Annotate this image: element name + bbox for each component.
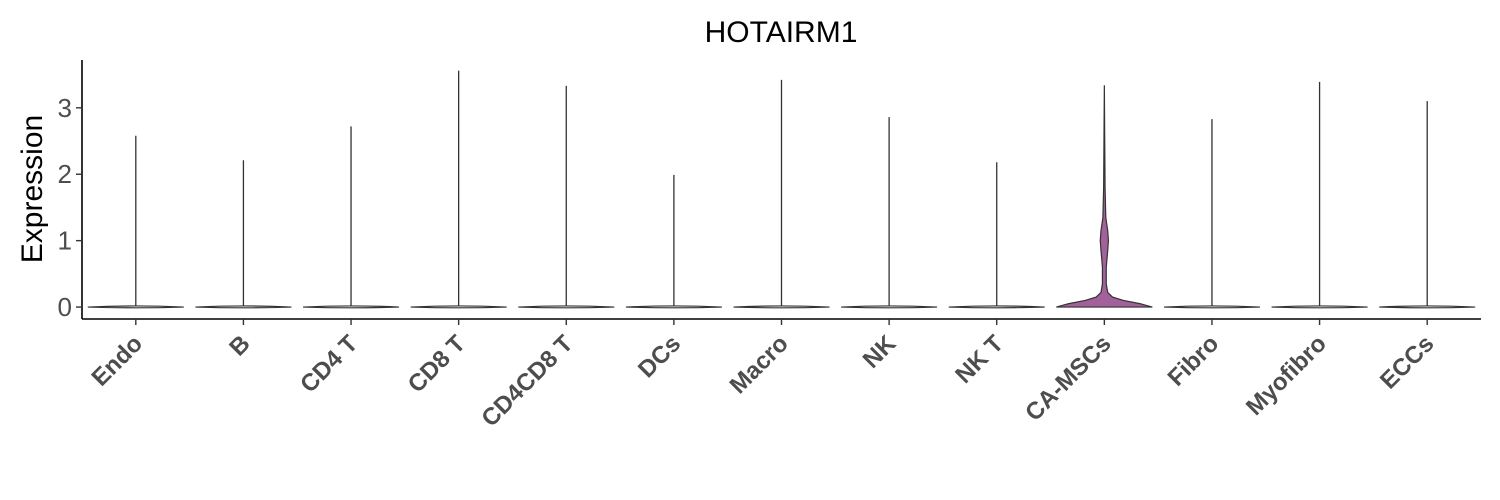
violin-nk xyxy=(841,305,938,309)
violin-dcs xyxy=(625,305,722,309)
x-tick-label-eccs: ECCs xyxy=(1375,330,1439,394)
x-tick-label-nk: NK xyxy=(858,330,902,374)
y-tick-label: 2 xyxy=(58,159,72,189)
x-tick-label-endo: Endo xyxy=(87,330,149,392)
x-tick-label-ca-mscs: CA-MSCs xyxy=(1020,330,1116,426)
violin-cd8-t xyxy=(410,305,507,309)
x-tick-label-nk-t: NK T xyxy=(950,330,1009,389)
y-ticks-group: 0 1 2 3 xyxy=(58,93,82,322)
y-tick-label: 1 xyxy=(58,226,72,256)
violin-eccs xyxy=(1379,305,1476,309)
violins-group xyxy=(87,70,1476,309)
violin-nk-t xyxy=(948,305,1045,309)
x-tick-label-cd4-t: CD4 T xyxy=(295,330,363,398)
x-tick-label-dcs: DCs xyxy=(633,330,686,383)
x-ticks-group: Endo B CD4 T CD8 T CD4CD8 T DCs Macro NK NK T CA-… xyxy=(87,319,1439,432)
x-tick-label-fibro: Fibro xyxy=(1163,330,1225,392)
y-tick-label: 0 xyxy=(58,292,72,322)
violin-endo xyxy=(87,305,184,309)
violin-cd4-t xyxy=(303,305,400,309)
violin-macro xyxy=(733,305,830,309)
x-tick-label-myofibro: Myofibro xyxy=(1241,330,1332,421)
chart-title: HOTAIRM1 xyxy=(705,16,858,49)
violin-fibro xyxy=(1163,305,1260,309)
violin-b xyxy=(195,305,292,309)
y-tick-label: 3 xyxy=(58,93,72,123)
x-tick-label-b: B xyxy=(224,330,255,361)
y-axis-label: Expression xyxy=(16,115,49,263)
violin-myofibro xyxy=(1271,305,1368,309)
x-tick-label-cd4cd8-t: CD4CD8 T xyxy=(476,330,578,432)
violin-cd4cd8-t xyxy=(518,305,615,309)
x-tick-label-macro: Macro xyxy=(725,330,794,399)
x-tick-label-cd8-t: CD8 T xyxy=(403,330,471,398)
violin-ca-mscs xyxy=(1056,85,1153,308)
